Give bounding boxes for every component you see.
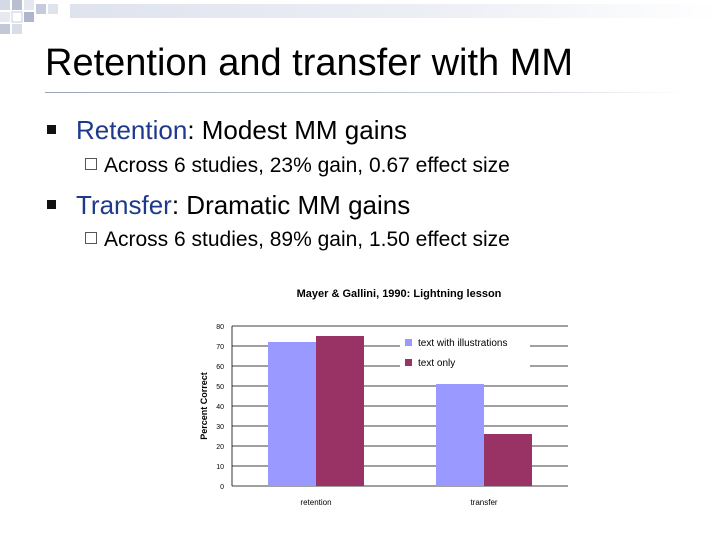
y-tick-label: 10 (216, 464, 224, 471)
y-tick-label: 0 (220, 484, 224, 491)
legend-swatch (405, 359, 412, 366)
subbullet-transfer: Across 6 studies, 89% gain, 1.50 effect … (85, 228, 510, 252)
corner-decoration (0, 0, 58, 34)
legend-swatch (405, 339, 412, 346)
legend-box (400, 334, 530, 372)
bullet-label: Transfer (76, 190, 172, 220)
y-tick-label: 70 (216, 344, 224, 351)
y-tick-label: 80 (216, 324, 224, 331)
subbullet-text: Across 6 studies, 23% gain, 0.67 effect … (104, 154, 510, 177)
y-axis-label: Percent Correct (199, 372, 209, 440)
bullet-label: Retention (76, 115, 188, 145)
y-tick-label: 50 (216, 384, 224, 391)
bar-transfer-1 (484, 434, 532, 486)
bar-transfer-0 (436, 384, 484, 486)
legend-label: text with illustrations (418, 338, 507, 349)
bullet-text: : Dramatic MM gains (171, 190, 411, 220)
chart-title: Mayer & Gallini, 1990: Lightning lesson (297, 288, 502, 300)
bar-retention-0 (268, 342, 316, 486)
hollow-square-icon (85, 232, 97, 245)
header-band (70, 4, 720, 18)
slide-title: Retention and transfer with MM (45, 42, 574, 84)
bar-retention-1 (316, 336, 364, 486)
y-tick-label: 30 (216, 424, 224, 431)
bullet-text: : Modest MM gains (187, 115, 407, 145)
x-tick-label: transfer (470, 498, 497, 507)
y-tick-label: 40 (216, 404, 224, 411)
subbullet-retention: Across 6 studies, 23% gain, 0.67 effect … (85, 154, 510, 178)
y-tick-label: 60 (216, 364, 224, 371)
bullet-retention: Retention: Modest MM gains (47, 115, 407, 146)
bullet-transfer: Transfer: Dramatic MM gains (47, 190, 410, 221)
x-tick-label: retention (300, 498, 331, 507)
legend-label: text only (418, 358, 455, 369)
title-divider (45, 92, 685, 93)
bullet-square-icon (47, 124, 56, 134)
subbullet-text: Across 6 studies, 89% gain, 1.50 effect … (104, 228, 510, 251)
hollow-square-icon (85, 158, 97, 171)
bullet-square-icon (47, 199, 56, 209)
y-tick-label: 20 (216, 444, 224, 451)
